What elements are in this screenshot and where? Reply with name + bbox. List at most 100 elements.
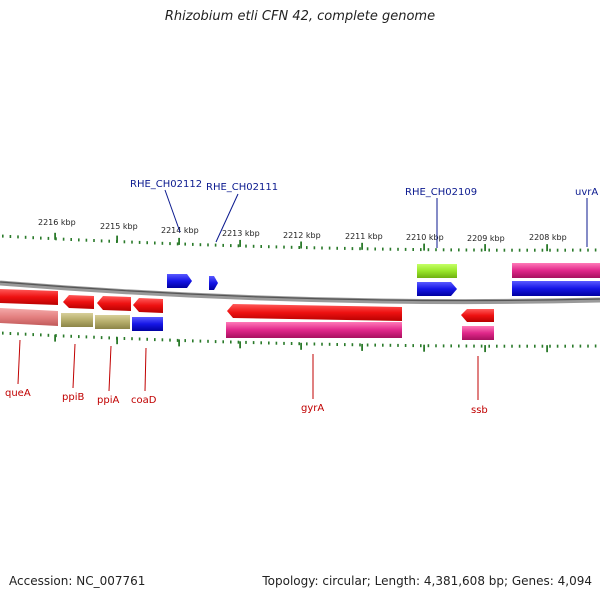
major-tick (361, 343, 363, 351)
minor-tick (496, 248, 498, 252)
gene-RHE_CH02110[interactable] (417, 264, 457, 278)
gene-RHE_CH02111[interactable] (209, 276, 218, 290)
minor-tick (549, 344, 551, 348)
gene-queA-partner[interactable] (0, 308, 58, 326)
gene-RHE_CH02112[interactable] (167, 274, 192, 288)
bottom-labels: queA ppiB ppiA coaD gyrA ssb (5, 339, 488, 416)
minor-tick (579, 248, 582, 252)
minor-tick (458, 248, 460, 252)
minor-tick (336, 246, 338, 250)
minor-tick (442, 248, 445, 252)
minor-tick (389, 247, 392, 251)
minor-tick (389, 343, 392, 347)
kbp-label: 2208 kbp (529, 233, 567, 242)
gene-label-ppiB[interactable]: ppiB (62, 392, 84, 403)
minor-tick (306, 342, 308, 346)
gene-label-uvrA[interactable]: uvrA (575, 187, 598, 198)
map-title: Rhizobium etli CFN 42, complete genome (164, 9, 436, 24)
minor-tick (199, 243, 202, 247)
minor-tick (17, 235, 19, 239)
gene-queA[interactable] (0, 289, 58, 305)
gene-ssb[interactable] (461, 309, 494, 322)
minor-tick (404, 247, 407, 251)
gene-ppiB[interactable] (63, 295, 94, 309)
minor-tick (465, 344, 468, 348)
gene-ppiA-partner[interactable] (95, 315, 130, 329)
minor-tick (176, 338, 179, 342)
kbp-label: 2215 kbp (100, 222, 138, 231)
major-tick (116, 337, 118, 345)
minor-tick (412, 248, 414, 251)
gene-ssb-partner[interactable] (462, 326, 494, 340)
minor-tick (32, 333, 34, 337)
gene-ppiB-partner[interactable] (61, 313, 93, 327)
major-tick (239, 239, 241, 247)
minor-tick (572, 248, 574, 252)
minor-tick (32, 236, 34, 240)
minor-tick (283, 341, 285, 345)
gene-coaD-partner[interactable] (132, 317, 163, 331)
minor-tick (564, 344, 566, 348)
minor-tick (450, 248, 452, 252)
major-tick (300, 241, 302, 249)
minor-tick (184, 242, 186, 246)
minor-tick (100, 239, 103, 243)
leader-RHE_CH02112 (164, 189, 181, 233)
minor-tick (480, 248, 483, 252)
gene-gyrA-partner[interactable] (226, 322, 402, 338)
minor-tick (245, 244, 247, 248)
minor-tick (78, 335, 80, 339)
gene-label-ssb[interactable]: ssb (471, 405, 488, 416)
gene-gyrA[interactable] (227, 304, 402, 321)
minor-tick (458, 344, 460, 348)
top-labels: RHE_CH02112 RHE_CH02111 RHE_CH02109 uvrA (130, 179, 598, 248)
minor-tick (572, 344, 574, 348)
gene-label-queA[interactable]: queA (5, 388, 31, 399)
gene-coaD[interactable] (133, 298, 163, 313)
minor-tick (146, 241, 148, 245)
minor-tick (176, 242, 179, 246)
minor-tick (306, 246, 308, 250)
gene-label-coaD[interactable]: coaD (131, 395, 157, 406)
minor-tick (465, 248, 468, 252)
minor-tick (24, 235, 27, 239)
gene-label-ppiA[interactable]: ppiA (97, 395, 119, 406)
gene-label-RHE_CH02112[interactable]: RHE_CH02112 (130, 179, 202, 190)
minor-tick (93, 239, 95, 242)
minor-tick (511, 248, 513, 252)
minor-tick (534, 248, 536, 252)
minor-tick (328, 246, 331, 250)
minor-tick (169, 338, 171, 342)
gene-label-RHE_CH02109[interactable]: RHE_CH02109 (405, 187, 477, 198)
gene-label-RHE_CH02111[interactable]: RHE_CH02111 (206, 182, 278, 193)
minor-tick (123, 240, 126, 244)
minor-tick (214, 340, 217, 344)
minor-tick (541, 344, 544, 348)
minor-tick (442, 344, 445, 348)
minor-tick (131, 337, 133, 341)
minor-tick (397, 247, 399, 251)
gene-uvrA[interactable] (512, 281, 600, 296)
gene-label-gyrA[interactable]: gyrA (301, 403, 324, 414)
minor-tick (344, 246, 346, 250)
minor-tick (290, 342, 293, 345)
gene-ppiA[interactable] (97, 296, 131, 311)
minor-tick (321, 246, 323, 250)
minor-tick (594, 344, 597, 348)
minor-tick (275, 341, 278, 345)
minor-tick (47, 333, 50, 337)
minor-tick (321, 342, 323, 346)
minor-tick (480, 344, 483, 348)
gene-RHE_CH02109[interactable] (417, 282, 457, 296)
minor-tick (9, 332, 12, 335)
minor-tick (207, 339, 209, 343)
gene-magenta-top-right[interactable] (512, 263, 600, 278)
minor-tick (47, 236, 50, 240)
minor-tick (62, 237, 65, 241)
minor-tick (108, 239, 110, 243)
minor-tick (382, 247, 384, 251)
minor-tick (534, 344, 536, 348)
minor-tick (237, 340, 240, 344)
minor-tick (564, 248, 566, 252)
